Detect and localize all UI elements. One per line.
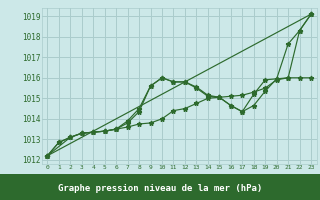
Text: Graphe pression niveau de la mer (hPa): Graphe pression niveau de la mer (hPa) — [58, 184, 262, 193]
